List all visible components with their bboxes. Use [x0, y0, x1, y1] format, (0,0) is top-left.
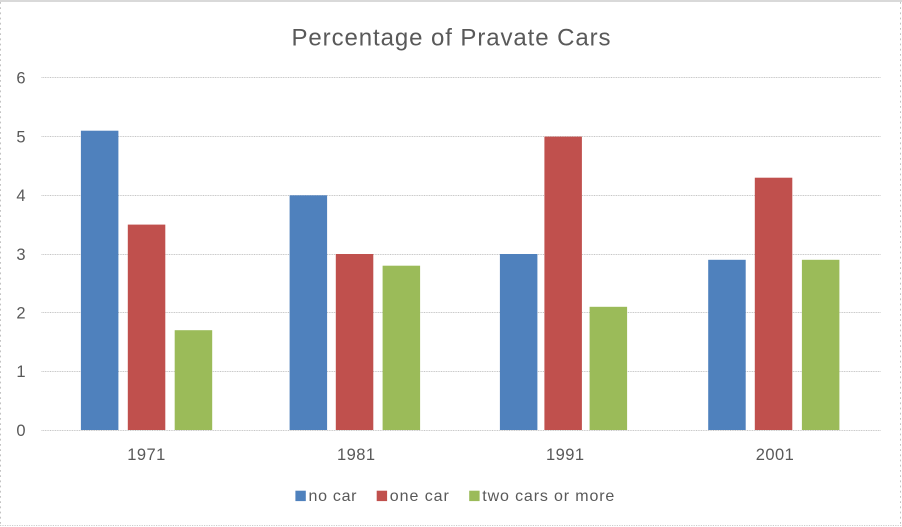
- svg-text:0: 0: [16, 422, 25, 440]
- svg-text:2: 2: [16, 304, 25, 322]
- svg-text:1981: 1981: [337, 446, 375, 464]
- svg-text:1: 1: [16, 363, 25, 381]
- svg-text:Percentage of Pravate Cars: Percentage of Pravate Cars: [292, 24, 611, 51]
- svg-text:4: 4: [16, 187, 25, 205]
- svg-text:no car: no car: [309, 488, 358, 505]
- svg-text:5: 5: [16, 128, 25, 146]
- svg-text:1971: 1971: [127, 446, 165, 464]
- svg-text:2001: 2001: [756, 446, 794, 464]
- svg-text:1991: 1991: [546, 446, 584, 464]
- svg-text:3: 3: [16, 246, 25, 264]
- svg-text:one car: one car: [390, 488, 450, 505]
- svg-text:6: 6: [16, 70, 25, 88]
- svg-text:two cars or more: two cars or more: [482, 488, 614, 505]
